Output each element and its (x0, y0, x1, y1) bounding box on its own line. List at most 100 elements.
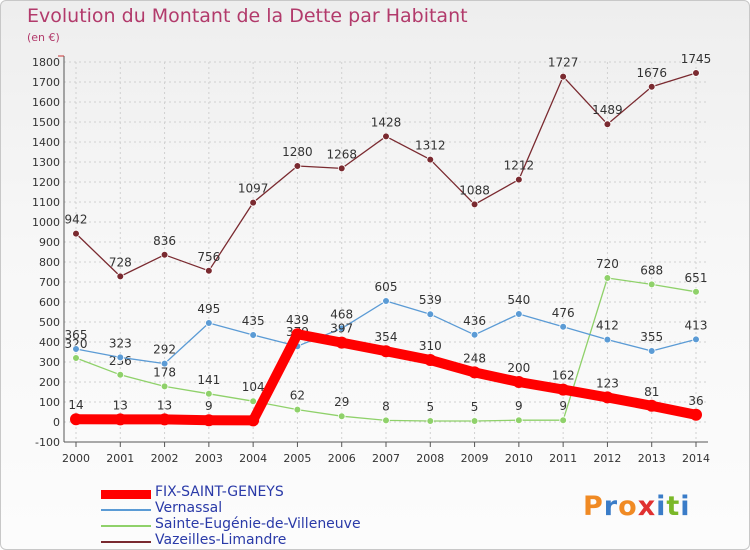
data-label: 1280 (282, 145, 313, 159)
data-label: 476 (552, 306, 575, 320)
y-tick-label: 0 (53, 416, 60, 429)
data-point (382, 132, 390, 141)
data-point (647, 347, 656, 355)
data-point (205, 389, 213, 398)
data-point (380, 345, 392, 358)
data-point (116, 370, 125, 379)
data-point (247, 414, 260, 427)
data-label: 1097 (238, 182, 269, 196)
data-label: 756 (197, 250, 220, 264)
data-label: 9 (205, 399, 213, 413)
data-point (249, 198, 257, 207)
data-point (337, 324, 346, 333)
data-label: 1312 (415, 139, 446, 153)
x-tick-label: 2000 (62, 452, 90, 465)
data-point (293, 405, 302, 414)
y-tick-label: 700 (39, 276, 60, 289)
y-tick-label: 100 (39, 396, 60, 409)
data-label: 320 (65, 337, 88, 351)
data-point (692, 335, 700, 344)
data-point (645, 399, 658, 412)
data-label: 248 (463, 351, 486, 365)
x-tick-label: 2010 (505, 452, 533, 465)
data-point (426, 417, 435, 425)
data-label: 720 (596, 257, 619, 271)
y-tick-label: 900 (39, 236, 60, 249)
legend-swatch (101, 541, 151, 543)
data-label: 468 (330, 307, 353, 321)
data-point (337, 164, 346, 173)
data-point (647, 83, 656, 91)
data-point (515, 416, 523, 425)
data-point (382, 297, 390, 305)
data-point (72, 354, 80, 362)
y-tick-label: 1500 (32, 116, 60, 129)
data-label: 29 (334, 395, 349, 409)
grid-lines: -100 0 100 200 300 400 500 600 700 800 900 1000 1100… (32, 56, 710, 465)
data-point (291, 328, 304, 341)
data-point (603, 335, 612, 344)
x-tick-label: 2005 (283, 452, 311, 465)
x-tick-label: 2004 (239, 452, 267, 465)
data-point (335, 336, 348, 349)
data-label: 292 (153, 343, 176, 357)
data-point (559, 72, 567, 81)
data-label: 539 (419, 293, 442, 307)
data-label: 436 (463, 314, 486, 328)
data-label: 36 (688, 394, 703, 408)
x-tick-label: 2007 (372, 452, 400, 465)
data-point (470, 200, 479, 209)
data-label: 8 (382, 399, 390, 413)
data-label: 688 (640, 263, 663, 277)
data-label: 1428 (371, 115, 402, 129)
legend-swatch (101, 509, 151, 511)
y-tick-label: 500 (39, 316, 60, 329)
data-point (470, 417, 479, 425)
data-point (205, 319, 213, 327)
data-point (647, 280, 656, 289)
data-point (114, 413, 127, 426)
data-label: 81 (644, 385, 659, 399)
x-tick-label: 2011 (549, 452, 577, 465)
data-label: 1676 (636, 66, 667, 80)
y-tick-label: 600 (39, 296, 60, 309)
data-point (160, 251, 169, 259)
data-point (470, 330, 479, 339)
data-label: 942 (65, 213, 88, 227)
data-label: 5 (426, 400, 434, 414)
x-tick-label: 2014 (682, 452, 710, 465)
data-label: 1088 (459, 183, 490, 197)
data-point (382, 416, 390, 425)
data-point (690, 408, 702, 421)
x-tick-label: 2008 (416, 452, 444, 465)
x-tick-label: 2002 (151, 452, 179, 465)
data-label: 651 (685, 271, 708, 285)
data-point (337, 412, 346, 421)
data-label: 1727 (548, 56, 579, 70)
data-point (424, 354, 437, 366)
data-point (160, 382, 169, 391)
legend-label: Vazeilles-Limandre (155, 532, 287, 548)
data-label: 1268 (326, 147, 357, 161)
data-label: 62 (290, 389, 305, 403)
data-label: 397 (330, 322, 353, 336)
data-label: 200 (507, 361, 530, 375)
y-tick-label: 400 (39, 336, 60, 349)
chart-title: Evolution du Montant de la Dette par Hab… (27, 5, 468, 27)
data-point (293, 162, 302, 170)
x-tick-label: 2006 (328, 452, 356, 465)
y-tick-label: 1100 (32, 196, 60, 209)
x-tick-label: 2013 (638, 452, 666, 465)
data-point (426, 155, 435, 164)
data-point (512, 376, 525, 388)
series-3: 942 728 836 756 1097 1280 1268 1428 1312 1088 1212… (65, 52, 711, 281)
data-label: 365 (65, 328, 88, 342)
data-point (515, 175, 523, 184)
data-point (116, 353, 125, 362)
data-label: 14 (68, 398, 83, 412)
data-point (603, 274, 612, 282)
data-point (692, 287, 700, 296)
data-point (426, 310, 435, 319)
